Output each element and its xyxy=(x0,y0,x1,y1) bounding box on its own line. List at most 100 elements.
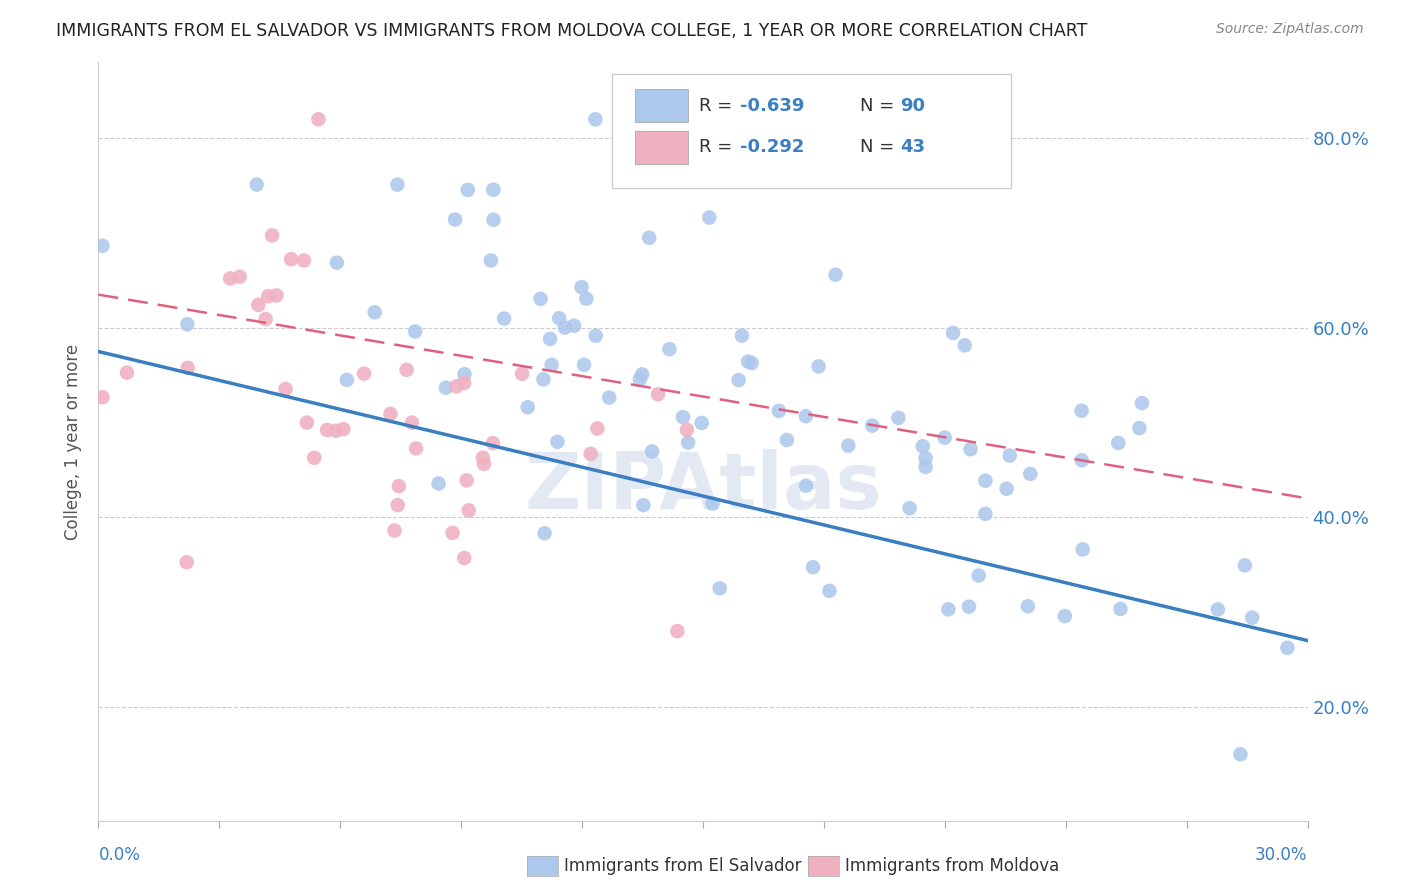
Point xyxy=(434,381,457,395)
Point xyxy=(727,373,749,387)
Point xyxy=(472,457,495,471)
Point xyxy=(280,252,302,267)
Point xyxy=(571,280,593,294)
Point xyxy=(482,183,505,197)
Point xyxy=(575,292,598,306)
Point xyxy=(516,401,538,415)
Point xyxy=(898,501,921,516)
Point xyxy=(702,497,724,511)
Point xyxy=(353,367,375,381)
Point xyxy=(479,253,502,268)
Point xyxy=(959,442,981,457)
Point xyxy=(995,482,1018,496)
Text: N =: N = xyxy=(860,96,900,115)
Text: N =: N = xyxy=(860,138,900,156)
Point xyxy=(690,416,713,430)
Text: 0.0%: 0.0% xyxy=(98,846,141,863)
Point xyxy=(295,416,318,430)
Text: R =: R = xyxy=(699,96,738,115)
Point xyxy=(1241,610,1264,624)
Point xyxy=(794,479,817,493)
Point xyxy=(482,436,505,450)
Point xyxy=(115,366,138,380)
Point xyxy=(1071,542,1094,557)
Point xyxy=(658,342,681,356)
Text: IMMIGRANTS FROM EL SALVADOR VS IMMIGRANTS FROM MOLDOVA COLLEGE, 1 YEAR OR MORE C: IMMIGRANTS FROM EL SALVADOR VS IMMIGRANT… xyxy=(56,22,1088,40)
Point xyxy=(914,451,936,466)
Point xyxy=(453,368,475,382)
Point xyxy=(540,358,562,372)
FancyBboxPatch shape xyxy=(613,74,1011,187)
Point xyxy=(247,298,270,312)
Point xyxy=(395,363,418,377)
Point xyxy=(176,555,198,569)
Point xyxy=(274,382,297,396)
Point xyxy=(219,271,242,285)
Point xyxy=(548,311,571,326)
Point xyxy=(1206,602,1229,616)
Point xyxy=(572,358,595,372)
Point xyxy=(384,524,406,538)
Point xyxy=(177,360,200,375)
Text: -0.292: -0.292 xyxy=(741,138,804,156)
Point xyxy=(482,212,505,227)
Text: 30.0%: 30.0% xyxy=(1256,846,1308,863)
Point xyxy=(401,416,423,430)
Point xyxy=(91,390,114,404)
Text: Immigrants from El Salvador: Immigrants from El Salvador xyxy=(564,857,801,875)
Point xyxy=(1070,453,1092,467)
Point xyxy=(731,328,754,343)
Point xyxy=(641,444,664,458)
Point xyxy=(457,183,479,197)
Point xyxy=(1053,609,1076,624)
Point xyxy=(633,498,655,512)
Point xyxy=(585,328,607,343)
Point xyxy=(638,231,661,245)
Point xyxy=(1017,599,1039,614)
Point xyxy=(1130,396,1153,410)
Point xyxy=(666,624,689,639)
Point xyxy=(387,498,409,512)
Point xyxy=(453,551,475,566)
Point xyxy=(957,599,980,614)
Point xyxy=(1229,747,1251,762)
Point xyxy=(938,602,960,616)
Point xyxy=(510,367,533,381)
Point xyxy=(533,372,555,386)
Text: -0.639: -0.639 xyxy=(741,96,804,115)
Point xyxy=(974,474,997,488)
Point xyxy=(676,423,699,437)
Point xyxy=(546,434,568,449)
Point xyxy=(953,338,976,352)
Point xyxy=(967,568,990,582)
Point xyxy=(887,410,910,425)
Point xyxy=(336,373,359,387)
Point xyxy=(307,112,329,127)
Y-axis label: College, 1 year or more: College, 1 year or more xyxy=(65,343,83,540)
Point xyxy=(246,178,269,192)
Point xyxy=(586,421,609,435)
Point xyxy=(1107,436,1129,450)
Point xyxy=(471,450,494,465)
Point xyxy=(404,325,426,339)
Point xyxy=(1128,421,1150,435)
Point xyxy=(768,404,790,418)
Point xyxy=(911,439,934,453)
Point xyxy=(292,253,315,268)
Point xyxy=(801,560,824,574)
Point xyxy=(1233,558,1256,573)
Point xyxy=(776,433,799,447)
FancyBboxPatch shape xyxy=(636,89,689,122)
Point xyxy=(974,507,997,521)
Text: Immigrants from Moldova: Immigrants from Moldova xyxy=(845,857,1059,875)
Point xyxy=(631,368,654,382)
Text: R =: R = xyxy=(699,138,738,156)
Point xyxy=(824,268,846,282)
Point xyxy=(579,447,602,461)
Point xyxy=(91,239,114,253)
Point xyxy=(1277,640,1299,655)
Point xyxy=(741,356,763,370)
Point xyxy=(388,479,411,493)
Point xyxy=(456,474,478,488)
Point xyxy=(176,318,198,332)
